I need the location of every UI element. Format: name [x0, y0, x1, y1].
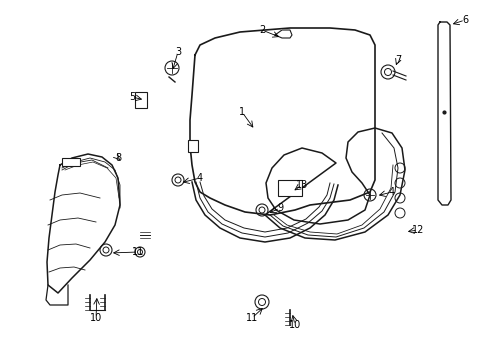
Text: 4: 4 — [197, 173, 203, 183]
Text: 10: 10 — [288, 320, 301, 330]
Text: 10: 10 — [90, 313, 102, 323]
Text: 11: 11 — [245, 313, 258, 323]
Text: 3: 3 — [175, 47, 181, 57]
Polygon shape — [274, 30, 291, 38]
Text: 5: 5 — [129, 92, 135, 102]
Bar — [278, 180, 302, 196]
Polygon shape — [264, 128, 404, 240]
Polygon shape — [47, 154, 120, 293]
Text: 11: 11 — [132, 247, 144, 257]
Text: 4: 4 — [388, 187, 394, 197]
Text: 2: 2 — [258, 25, 264, 35]
Bar — [187, 140, 198, 152]
Bar — [135, 92, 147, 108]
Text: 6: 6 — [461, 15, 467, 25]
Bar — [62, 158, 80, 166]
Polygon shape — [190, 28, 374, 215]
Text: 9: 9 — [276, 203, 283, 213]
Text: 7: 7 — [394, 55, 400, 65]
Text: 1: 1 — [239, 107, 244, 117]
Text: 13: 13 — [295, 180, 307, 190]
Polygon shape — [437, 22, 450, 205]
Text: 8: 8 — [115, 153, 121, 163]
Text: 12: 12 — [411, 225, 423, 235]
